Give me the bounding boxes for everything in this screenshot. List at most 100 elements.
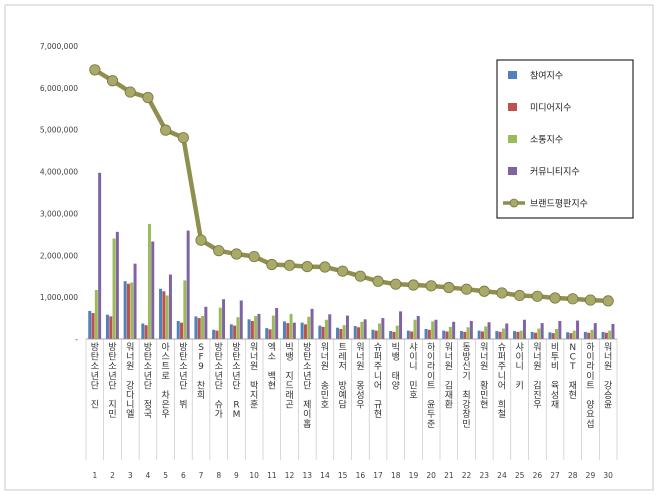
rank-label: 14 [320,471,330,480]
series-point [425,280,437,292]
bar [162,291,166,339]
legend-label: 소통지수 [530,135,563,146]
bar [218,307,222,339]
legend-swatch [508,103,517,111]
rank-label: 22 [462,471,472,480]
bar [336,327,340,339]
bar [551,333,555,339]
rank-label: 19 [409,471,419,480]
bar [416,315,420,339]
rank-label: 17 [373,471,383,480]
bar [406,330,410,339]
y-tick-label: 1,000,000 [40,293,78,302]
rank-label: 13 [302,471,312,480]
bar [265,328,269,339]
bar [495,331,499,339]
series-point [213,245,225,257]
bar [144,325,148,339]
rank-label: 25 [515,471,525,480]
bar [378,323,382,339]
bar [498,331,502,339]
y-tick-label: 2,000,000 [40,251,78,260]
bar [115,231,119,339]
bar [513,331,517,339]
legend-label: 브랜드평판지수 [530,199,588,210]
bar [141,323,145,339]
bar [91,313,95,339]
bar [424,328,428,339]
bar [180,322,184,339]
legend-swatch [508,71,517,79]
rank-label: 24 [497,471,507,480]
y-tick-label: - [75,335,78,344]
bar [239,300,243,339]
series-point [160,124,172,136]
bar [300,322,304,339]
series-point [443,281,455,294]
bar [590,329,594,339]
series-point [602,295,614,307]
bar [282,321,286,339]
series-point [248,250,260,263]
bar [151,241,155,339]
series-point [283,259,296,271]
bar [321,326,325,339]
bar [576,320,580,339]
bar-series-group [88,172,615,339]
bar [307,316,311,339]
bar [374,330,378,339]
legend-label: 참여지수 [530,70,563,82]
bar [608,330,612,339]
series-point [106,75,119,87]
rank-label: 8 [216,471,221,480]
bar [289,313,293,339]
y-axis: - 1,000,000 2,000,000 3,000,000 4,000,000 5,0… [40,42,78,344]
bar [233,325,237,339]
rank-label: 6 [181,471,186,480]
bar [572,330,576,339]
series-point [124,86,136,98]
y-tick-label: 5,000,000 [40,126,78,135]
rank-label: 7 [199,471,204,480]
series-point [319,261,331,273]
bar [215,330,219,339]
bar [271,315,275,339]
rank-label: 29 [586,471,596,480]
bar [112,238,116,339]
bar [587,332,591,339]
bar [204,306,208,339]
bar [530,331,534,339]
bar [431,321,435,339]
bar [342,325,346,339]
bar [566,332,570,339]
series-point [514,289,526,302]
bar [410,331,414,339]
rank-label: 5 [163,471,168,480]
series-point [567,293,579,305]
series-point [549,292,561,304]
bar [186,230,190,339]
bar [558,321,562,339]
bar [254,315,258,339]
bar [247,319,251,339]
bar [569,333,573,339]
series-point [496,287,508,299]
bar [130,282,134,339]
bar [519,330,523,339]
series-point [478,285,490,297]
bar [459,331,463,339]
